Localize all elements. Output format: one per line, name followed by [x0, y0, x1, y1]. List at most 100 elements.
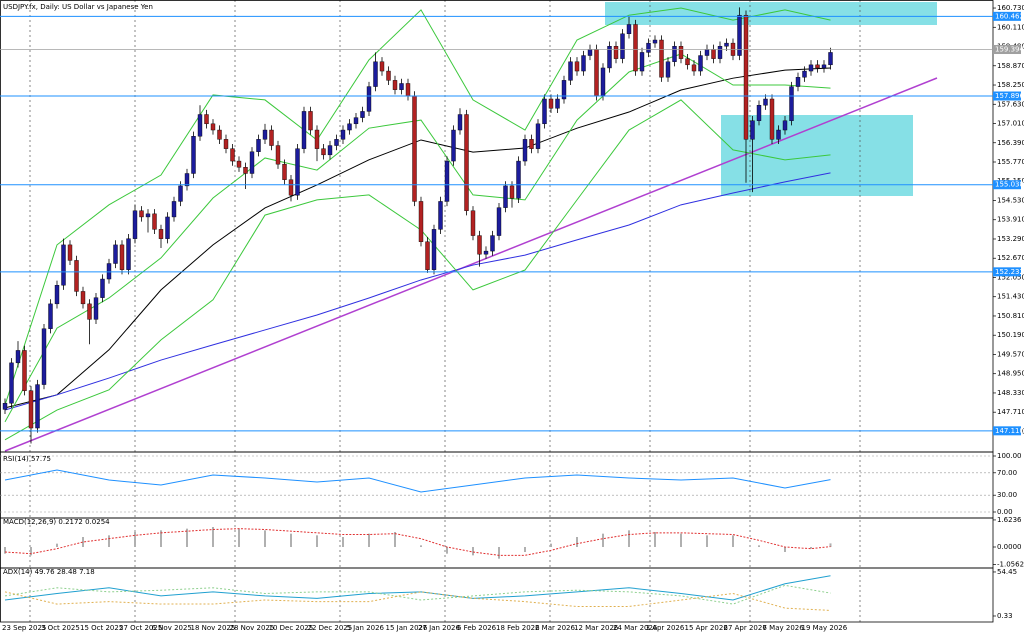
candle-body: [236, 160, 242, 168]
candle-body: [581, 55, 586, 72]
candle-body: [165, 216, 170, 239]
level-label-box: [993, 11, 1021, 21]
x-tick-label: 15 Jan 2026: [386, 624, 429, 632]
x-tick-label: 27 Oct 2025: [119, 624, 162, 632]
candle-body: [392, 80, 398, 90]
candle-body: [100, 278, 105, 298]
candle-body: [529, 139, 534, 149]
candle-body: [633, 24, 638, 72]
y-tick-label: 158.250: [997, 81, 1024, 89]
candle-body: [555, 98, 560, 109]
candle-body: [678, 46, 684, 59]
candle-body: [717, 46, 723, 59]
indicator-line: [4, 67, 831, 409]
candle-body: [412, 95, 417, 202]
candle-body: [327, 145, 333, 156]
candle-body: [665, 61, 671, 78]
candle-body: [288, 179, 294, 196]
trend-line: [4, 77, 938, 452]
candle-body: [418, 201, 424, 242]
indicator-line: [4, 575, 831, 601]
candle-body: [802, 70, 807, 78]
y-tick-label: 147.710: [997, 408, 1024, 416]
candle-body: [2, 402, 8, 410]
candle-body: [113, 244, 118, 264]
candle-body: [737, 14, 742, 56]
zone-box: [605, 2, 937, 25]
candle-body: [750, 120, 755, 140]
y-tick-label: 154.530: [997, 196, 1024, 204]
x-tick-label: 10 Dec 2025: [269, 624, 314, 632]
x-tick-label: 18 Feb 2026: [496, 624, 540, 632]
candle-body: [93, 297, 99, 320]
x-tick-label: 2 Mar 2026: [535, 624, 575, 632]
candle-body: [9, 362, 14, 404]
candle-body: [438, 201, 443, 230]
y-tick-label: 54.45: [997, 568, 1017, 576]
x-tick-label: 7 May 2026: [763, 624, 805, 632]
y-tick-label: 150.810: [997, 312, 1024, 320]
indicator-line: [4, 172, 831, 411]
candle-body: [763, 98, 768, 106]
level-label: 155.038: [995, 181, 1024, 189]
level-label-box: [993, 180, 1021, 190]
y-tick-label: 1.6236: [997, 516, 1022, 524]
candle-body: [379, 61, 385, 72]
candle-body: [574, 61, 580, 72]
y-tick-label: -1.0562: [997, 561, 1024, 569]
candle-body: [516, 160, 521, 199]
candle-body: [776, 129, 781, 140]
y-tick-label: 149.570: [997, 350, 1024, 358]
candle-body: [425, 241, 430, 270]
candle-body: [386, 70, 391, 81]
pane-title: USDJPY.fx, Daily: US Dollar vs Japanese …: [3, 3, 153, 11]
candle-body: [249, 151, 255, 174]
level-label: 160.462: [995, 12, 1024, 20]
candle-body: [743, 14, 749, 140]
candle-body: [795, 77, 801, 87]
y-tick-label: 160.110: [997, 23, 1024, 31]
x-tick-label: 15 Apr 2026: [685, 624, 729, 632]
x-tick-label: 5 Jan 2026: [347, 624, 385, 632]
candle-body: [828, 52, 833, 66]
y-tick-label: 155.770: [997, 158, 1024, 166]
x-tick-label: 27 Jan 2026: [418, 624, 461, 632]
y-tick-label: 152.050: [997, 273, 1024, 281]
candle-body: [204, 114, 209, 125]
candle-body: [282, 163, 287, 180]
y-tick-label: 100.00: [997, 452, 1022, 460]
candle-body: [48, 303, 53, 329]
candle-body: [308, 111, 313, 131]
candle-body: [490, 235, 495, 252]
candle-body: [132, 210, 138, 239]
y-tick-label: 153.910: [997, 216, 1024, 224]
candle-body: [659, 39, 664, 78]
candle-body: [223, 139, 229, 149]
candle-body: [594, 49, 599, 97]
candle-body: [210, 123, 216, 131]
candle-body: [789, 86, 794, 121]
candle-body: [126, 238, 131, 270]
candle-body: [464, 114, 469, 211]
candle-body: [639, 52, 645, 72]
candle-body: [782, 120, 788, 131]
y-tick-label: 160.730: [997, 4, 1024, 12]
x-tick-label: 19 May 2026: [802, 624, 848, 632]
x-tick-label: 3 Oct 2025: [41, 624, 80, 632]
candle-body: [808, 64, 814, 72]
candle-body: [275, 145, 281, 165]
candle-body: [607, 46, 612, 69]
vertical-grid: [29, 0, 861, 622]
candle-body: [483, 250, 489, 255]
candle-body: [301, 111, 307, 149]
candle-body: [35, 384, 40, 429]
x-tick-label: 15 Oct 2025: [80, 624, 123, 632]
candle-body: [477, 235, 482, 255]
pane-borders: [0, 0, 994, 623]
candle-body: [509, 185, 515, 199]
candle-body: [171, 201, 177, 218]
last-price-box: [993, 45, 1021, 55]
indicator-line: [4, 591, 831, 611]
